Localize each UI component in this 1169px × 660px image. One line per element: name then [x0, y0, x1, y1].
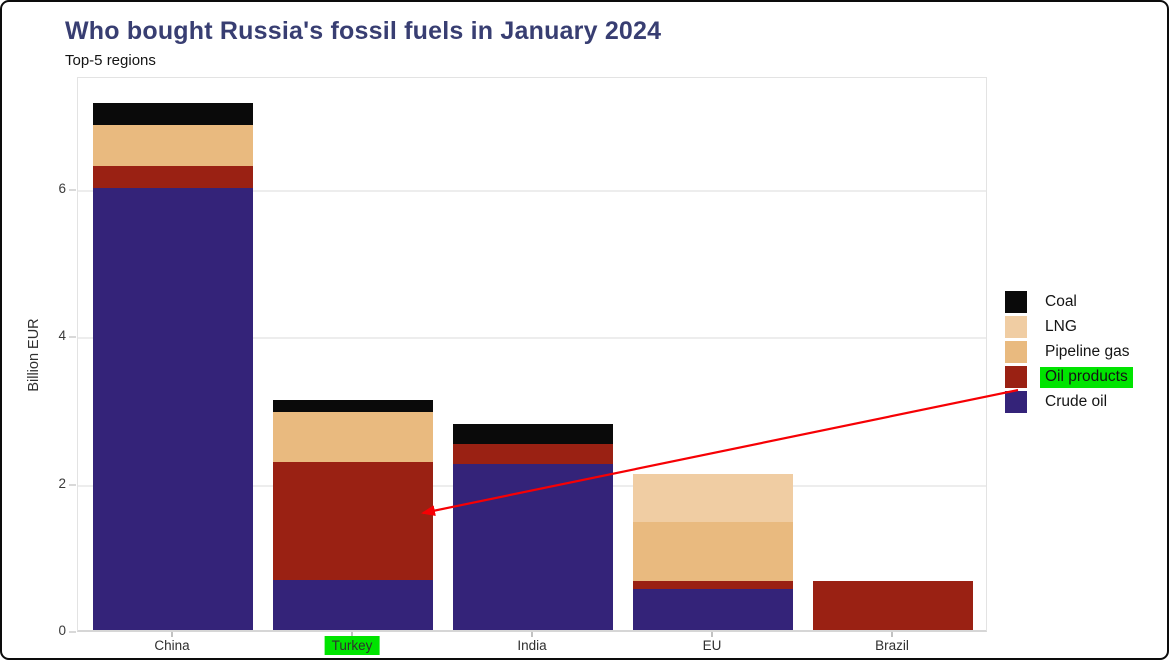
- legend: Coal LNG Pipeline gas Oil products Crude oil: [1005, 291, 1134, 416]
- bar-segment-china-pipeline-gas: [93, 125, 253, 166]
- legend-label-crude-oil: Crude oil: [1045, 392, 1108, 410]
- bar-china: [93, 103, 253, 630]
- legend-item-crude-oil: Crude oil: [1005, 391, 1134, 413]
- legend-item-pipeline-gas: Pipeline gas: [1005, 341, 1134, 363]
- bar-segment-india-oil-products: [453, 443, 613, 465]
- bar-segment-turkey-pipeline-gas: [273, 411, 433, 462]
- y-axis-title: Billion EUR: [26, 318, 42, 392]
- legend-swatch-lng: [1005, 316, 1027, 338]
- x-tick-mark-brazil: [891, 632, 893, 637]
- bar-segment-china-oil-products: [93, 165, 253, 188]
- x-label-india: India: [517, 638, 547, 653]
- y-tick-mark-0: [69, 631, 76, 633]
- legend-label-lng: LNG: [1045, 317, 1077, 335]
- bar-eu: [633, 473, 793, 630]
- legend-swatch-crude-oil: [1005, 391, 1027, 413]
- y-tick-mark-2: [69, 483, 76, 486]
- bar-segment-eu-oil-products: [633, 581, 793, 589]
- legend-item-coal: Coal: [1005, 291, 1134, 313]
- bar-segment-turkey-coal: [273, 400, 433, 412]
- bar-segment-turkey-oil-products: [273, 461, 433, 580]
- chart-subtitle: Top-5 regions: [65, 52, 156, 69]
- legend-item-lng: LNG: [1005, 316, 1134, 338]
- y-tick-mark-4: [69, 336, 76, 339]
- bar-segment-china-crude-oil: [93, 187, 253, 630]
- gridline-y6: [78, 189, 986, 192]
- x-tick-mark-india: [531, 632, 533, 637]
- bar-brazil: [813, 581, 973, 630]
- y-tick-mark-6: [69, 188, 76, 191]
- chart-title: Who bought Russia's fossil fuels in Janu…: [65, 17, 662, 45]
- bar-turkey: [273, 400, 433, 630]
- bar-segment-india-coal: [453, 423, 613, 444]
- x-label-turkey: Turkey: [324, 636, 380, 655]
- x-label-eu: EU: [702, 638, 722, 653]
- bar-segment-china-coal: [93, 103, 253, 126]
- y-tick-label-4: 4: [58, 328, 66, 344]
- bar-segment-eu-pipeline-gas: [633, 522, 793, 582]
- bar-segment-turkey-crude-oil: [273, 579, 433, 630]
- x-label-brazil: Brazil: [875, 638, 909, 653]
- legend-swatch-coal: [1005, 291, 1027, 313]
- y-tick-label-6: 6: [58, 180, 66, 196]
- legend-label-oil-products: Oil products: [1040, 366, 1133, 388]
- x-tick-mark-turkey: [351, 632, 353, 637]
- x-tick-mark-china: [171, 632, 173, 637]
- bar-segment-brazil-oil-products: [813, 581, 973, 630]
- legend-item-oil-products: Oil products: [1005, 366, 1134, 388]
- legend-label-pipeline-gas: Pipeline gas: [1045, 342, 1130, 360]
- x-label-china: China: [154, 638, 190, 653]
- gridline-y4: [78, 337, 986, 340]
- y-tick-label-0: 0: [58, 623, 66, 638]
- y-tick-label-2: 2: [58, 475, 66, 491]
- bar-segment-india-crude-oil: [453, 464, 613, 630]
- legend-swatch-pipeline-gas: [1005, 341, 1027, 363]
- x-tick-mark-eu: [711, 632, 713, 637]
- bar-india: [453, 423, 613, 630]
- legend-swatch-oil-products: [1005, 366, 1027, 388]
- legend-label-coal: Coal: [1045, 292, 1077, 310]
- bar-segment-eu-lng: [633, 473, 793, 523]
- bar-segment-eu-crude-oil: [633, 588, 793, 630]
- plot-panel: [77, 77, 987, 632]
